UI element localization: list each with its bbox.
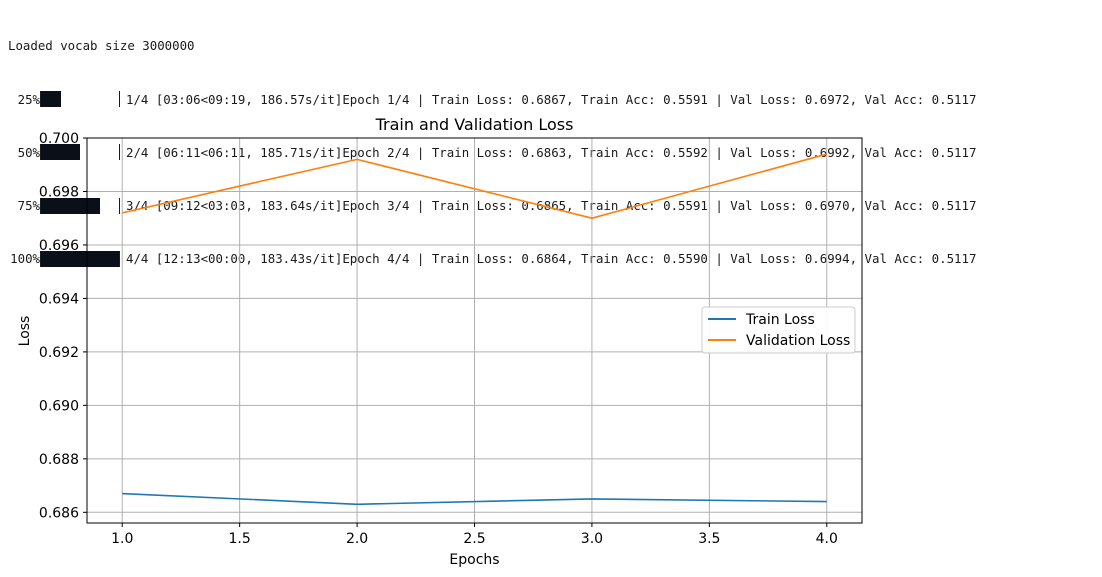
legend-label-validation: Validation Loss: [746, 333, 850, 349]
x-tick-label: 1.0: [111, 531, 133, 547]
y-tick-label: 0.692: [39, 345, 79, 361]
progress-bar-fill: [41, 250, 119, 267]
progress-bar: [40, 144, 120, 161]
y-tick-label: 0.698: [39, 184, 79, 200]
x-tick-label: 4.0: [816, 531, 838, 547]
console-header: Loaded vocab size 3000000: [8, 38, 195, 54]
progress-bar-fill: [41, 144, 80, 161]
progress-percent: 25%: [17, 91, 40, 107]
series-layer: [122, 153, 827, 506]
progress-bar: [40, 250, 120, 267]
validation-loss-line: [122, 153, 827, 220]
x-tick-label: 2.5: [463, 531, 485, 547]
progress-line: 25% 1/4 [03:06<09:19, 186.57s/it]Epoch 1/…: [8, 91, 976, 109]
y-tick-label: 0.700: [39, 131, 79, 147]
x-tick-label: 3.0: [581, 531, 603, 547]
x-axis-label: Epochs: [449, 552, 499, 568]
legend: Train Loss Validation Loss: [701, 306, 856, 354]
y-tick-label: 0.686: [39, 505, 79, 521]
progress-bar-fill: [41, 91, 61, 108]
progress-text: 4/4 [12:13<00:00, 183.43s/it]Epoch 4/4 |…: [126, 250, 977, 266]
x-tick-label: 1.5: [229, 531, 251, 547]
x-axis-ticks: 1.0 1.5 2.0 2.5 3.0 3.5 4.0: [111, 523, 838, 547]
progress-percent: 50%: [17, 144, 40, 160]
progress-text: 1/4 [03:06<09:19, 186.57s/it]Epoch 1/4 |…: [126, 91, 977, 107]
y-tick-label: 0.696: [39, 238, 79, 254]
progress-percent: 100%: [10, 250, 40, 266]
progress-percent: 75%: [17, 197, 40, 213]
train-loss-line: [122, 492, 827, 506]
y-tick-label: 0.694: [39, 291, 79, 307]
x-tick-label: 3.5: [698, 531, 720, 547]
y-tick-label: 0.690: [39, 398, 79, 414]
progress-text: 2/4 [06:11<06:11, 185.71s/it]Epoch 2/4 |…: [126, 144, 977, 160]
progress-line: 100% 4/4 [12:13<00:00, 183.43s/it]Epoch 4…: [8, 250, 976, 268]
y-axis-label: Loss: [17, 316, 33, 347]
progress-bar: [40, 197, 120, 214]
progress-bar: [40, 91, 120, 108]
y-tick-label: 0.688: [39, 452, 79, 468]
progress-line: 75% 3/4 [09:12<03:03, 183.64s/it]Epoch 3/…: [8, 197, 976, 215]
console-output: Loaded vocab size 3000000 25% 1/4 [03:06<…: [8, 2, 976, 285]
x-tick-label: 2.0: [346, 531, 368, 547]
legend-box: [701, 306, 856, 354]
chart-title: Train and Validation Loss: [375, 115, 574, 134]
y-axis-ticks: 0.686 0.688 0.690 0.692 0.694 0.696 0.698 0.700: [39, 131, 87, 521]
progress-line: 50% 2/4 [06:11<06:11, 185.71s/it]Epoch 2/…: [8, 144, 976, 162]
legend-label-train: Train Loss: [745, 312, 815, 328]
progress-text: 3/4 [09:12<03:03, 183.64s/it]Epoch 3/4 |…: [126, 197, 977, 213]
progress-bar-fill: [41, 197, 100, 214]
